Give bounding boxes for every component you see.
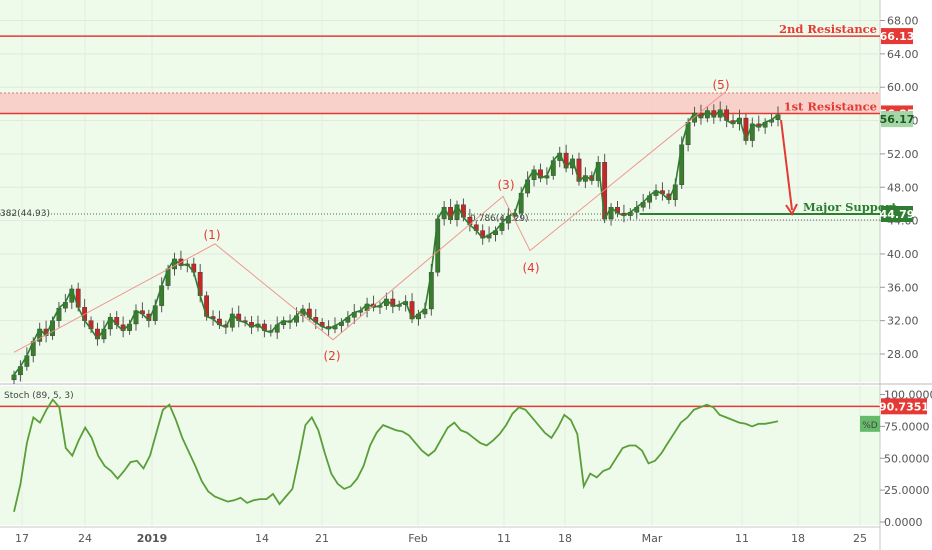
projection-arrow	[780, 119, 793, 211]
x-tick-label: Feb	[408, 532, 427, 545]
arrow-head-icon	[785, 203, 798, 216]
wave-lines	[13, 91, 727, 353]
stoch-level-tag	[881, 398, 927, 415]
current-price-tag	[881, 111, 913, 128]
stoch-legend-tag	[860, 415, 880, 432]
stoch-title: Stoch (89, 5, 3)	[4, 391, 74, 401]
x-tick-label: 2019	[137, 532, 168, 545]
stoch-tick-label: 0.0000	[884, 516, 923, 529]
y-tick-label: 48.00	[887, 181, 919, 194]
resistance-zone	[0, 93, 880, 114]
stoch-tick-label: 100.0000	[884, 389, 932, 402]
price-tag-label: 66.13	[880, 30, 915, 43]
level-label: 2nd Resistance	[779, 22, 877, 36]
stoch-legend-label: %D	[862, 421, 878, 431]
price-line	[13, 108, 779, 376]
stoch-tick-label: 25.0000	[884, 484, 930, 497]
x-tick-label: 24	[78, 532, 92, 545]
price-panel-bg	[0, 0, 880, 382]
x-tick-label: 17	[15, 532, 29, 545]
y-tick-label: 64.00	[887, 48, 919, 61]
wave-label: (5)	[713, 78, 730, 92]
wave-label: (2)	[324, 349, 341, 363]
y-tick-label: 40.00	[887, 248, 919, 261]
wave-label: (3)	[498, 178, 515, 192]
price-tag	[881, 206, 913, 223]
candle-body	[11, 374, 17, 381]
y-tick-label: 32.00	[887, 315, 919, 328]
x-tick-label: 18	[791, 532, 805, 545]
wave-label: (4)	[523, 261, 540, 275]
fib-label-left: 382(44.93)	[0, 209, 50, 219]
fib-label-mid: 0.786(44.29)	[470, 214, 529, 224]
price-tag	[881, 28, 913, 45]
level-label: 1st Resistance	[784, 99, 877, 113]
x-tick-label: 14	[255, 532, 269, 545]
current-price-label: 56.17	[880, 113, 915, 126]
wave-label: (1)	[204, 228, 221, 242]
y-tick-label: 52.00	[887, 148, 919, 161]
stoch-tick-label: 75.0000	[884, 420, 930, 433]
stoch-line	[13, 398, 779, 513]
x-tick-label: 18	[558, 532, 572, 545]
x-tick-label: 11	[735, 532, 749, 545]
stoch-tick-label: 50.0000	[884, 452, 930, 465]
y-tick-label: 60.00	[887, 81, 919, 94]
x-tick-label: Mar	[642, 532, 663, 545]
level-label: Major Support	[803, 200, 898, 214]
x-tick-label: 21	[315, 532, 329, 545]
y-tick-label: 68.00	[887, 15, 919, 28]
x-tick-label: 25	[853, 532, 867, 545]
y-tick-label: 28.00	[887, 348, 919, 361]
x-tick-label: 11	[497, 532, 511, 545]
stoch-level-label: 90.7351	[879, 400, 929, 413]
y-tick-label: 36.00	[887, 281, 919, 294]
stoch-panel-bg	[0, 386, 880, 525]
price-tag-label: 44.79	[880, 208, 915, 221]
